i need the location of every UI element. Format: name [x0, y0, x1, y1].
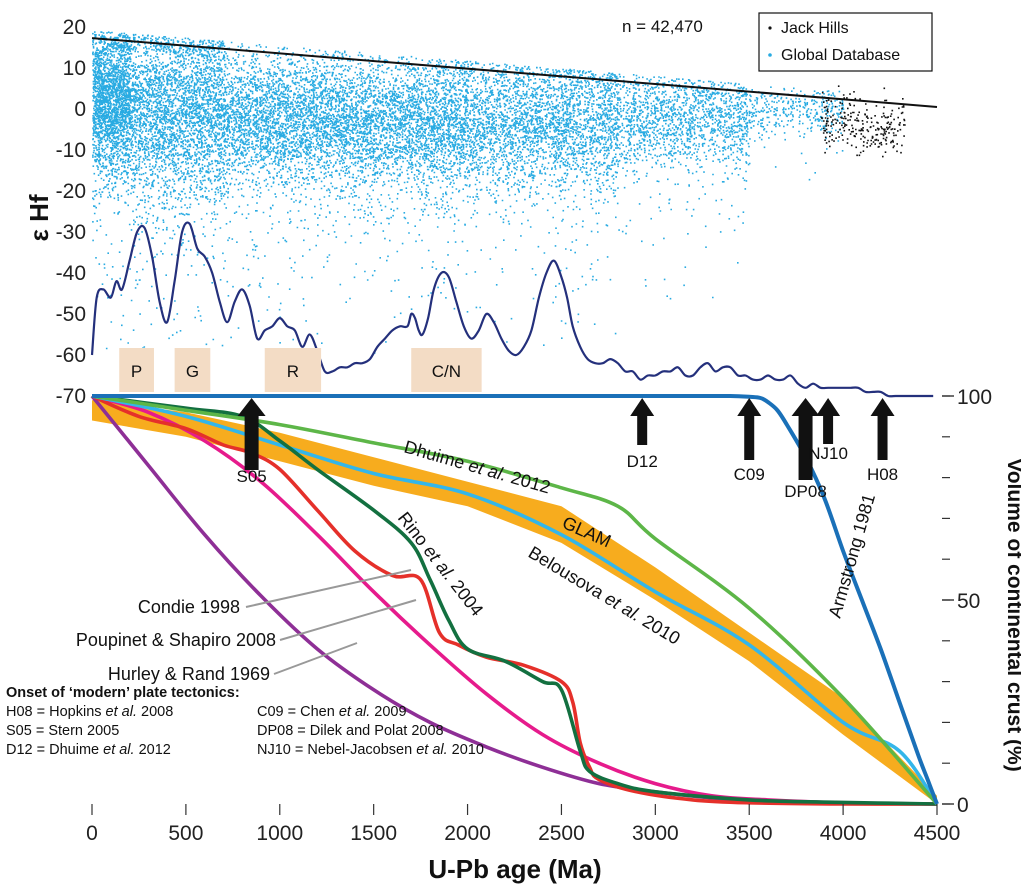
pointer-line [245, 569, 412, 608]
pointer-line [273, 642, 358, 675]
x-axis-label: U-Pb age (Ma) [428, 854, 601, 884]
y-left-tick-label: -70 [56, 385, 86, 408]
y-left-tick-label: -10 [56, 139, 86, 162]
period-box-label: C/N [432, 362, 461, 381]
y-left-tick-label: -40 [56, 262, 86, 285]
legend-marker-global-database [768, 53, 772, 57]
x-tick-label: 0 [86, 822, 98, 845]
x-tick-label: 3000 [632, 822, 679, 845]
x-tick-label: 1500 [350, 822, 397, 845]
y-left-tick-label: -20 [56, 180, 86, 203]
legend-marker-jack-hills [768, 26, 772, 30]
key-row: S05 = Stern 2005 DP08 = Dilek and Polat … [6, 722, 484, 741]
arrow-c09 [737, 398, 762, 460]
axes-layer: 0 500 1000 1500 2000 2500 3000 3500 4000 45002010… [56, 16, 992, 845]
pointer-layer [245, 569, 417, 675]
key-s05: S05 = Stern 2005 [6, 723, 120, 739]
key-row: D12 = Dhuime et al. 2012 NJ10 = Nebel-Ja… [6, 741, 484, 760]
y-axis-left-label: ε Hf [24, 194, 54, 241]
x-tick-label: 4000 [820, 822, 867, 845]
y-left-tick-label: -50 [56, 303, 86, 326]
period-box-label: G [186, 362, 199, 381]
y-left-tick-label: 20 [63, 16, 86, 39]
arrows-layer: S05 D12 C09 DP08 NJ10 H08 [236, 398, 898, 501]
global-database-points [92, 31, 845, 354]
period-box [174, 348, 211, 392]
arrow-h08 [870, 398, 895, 460]
label-condie: Condie 1998 [138, 597, 240, 617]
boxes-layer: P G R C/N [119, 348, 482, 392]
key-row: H08 = Hopkins et al. 2008 C09 = Chen et … [6, 703, 484, 722]
y-right-tick-label: 0 [957, 794, 969, 817]
y-axis-right-label: Volume of continental crust (%) [1003, 458, 1021, 771]
arrow-dp08 [791, 398, 820, 480]
y-left-tick-label: -30 [56, 221, 86, 244]
x-tick-label: 500 [168, 822, 203, 845]
period-box [264, 348, 322, 392]
period-box [119, 348, 154, 392]
pointer-line [279, 599, 417, 641]
label-armstrong: Armstrong 1981 [825, 491, 880, 620]
arrow-label-c09: C09 [734, 465, 765, 484]
label-hurley: Hurley & Rand 1969 [108, 664, 270, 684]
reference-line [91, 37, 938, 108]
curve-rino-et-al-2004 [91, 394, 938, 806]
x-tick-label: 4500 [914, 822, 961, 845]
key-title: Onset of ‘modern’ plate tectonics: [6, 685, 240, 701]
y-right-tick-label: 100 [957, 386, 992, 409]
curve-armstrong-1981 [91, 393, 939, 805]
x-tick-label: 2500 [538, 822, 585, 845]
arrow-d12 [630, 398, 655, 445]
x-tick-label: 2000 [444, 822, 491, 845]
key-d12: D12 = Dhuime et al. 2012 [6, 742, 171, 758]
y-left-tick-label: 10 [63, 57, 86, 80]
arrow-s05 [237, 398, 266, 470]
legend: Jack Hills Global Database [758, 12, 933, 72]
y-left-tick-label: -60 [56, 344, 86, 367]
arrow-label-dp08: DP08 [784, 482, 827, 501]
period-box-label: P [131, 362, 142, 381]
jack-hills-points [820, 85, 906, 158]
key-h08: H08 = Hopkins et al. 2008 [6, 704, 174, 720]
x-tick-label: 1000 [256, 822, 303, 845]
scatter-layer [92, 31, 906, 354]
arrow-label-d12: D12 [627, 452, 658, 471]
histogram-curve [90, 221, 934, 398]
x-tick-label: 3500 [726, 822, 773, 845]
key-c09: C09 = Chen et al. 2009 [257, 704, 407, 720]
plate-tectonics-key: Onset of ‘modern’ plate tectonics: H08 =… [6, 684, 484, 760]
key-dp08: DP08 = Dilek and Polat 2008 [257, 723, 444, 739]
label-poupinet: Poupinet & Shapiro 2008 [76, 630, 276, 650]
y-left-tick-label: 0 [74, 98, 86, 121]
arrow-label-s05: S05 [236, 467, 266, 486]
legend-jack-hills: Jack Hills [781, 20, 849, 37]
n-count-label: n = 42,470 [622, 17, 703, 36]
arrow-label-h08: H08 [867, 465, 898, 484]
key-nj10: NJ10 = Nebel-Jacobsen et al. 2010 [257, 742, 484, 758]
arrow-nj10 [816, 398, 841, 444]
period-box [411, 348, 482, 392]
crust-curves-layer [90, 393, 939, 806]
arrow-label-nj10: NJ10 [808, 444, 848, 463]
y-right-tick-label: 50 [957, 590, 980, 613]
period-box-label: R [287, 362, 299, 381]
legend-global-database: Global Database [781, 47, 900, 64]
